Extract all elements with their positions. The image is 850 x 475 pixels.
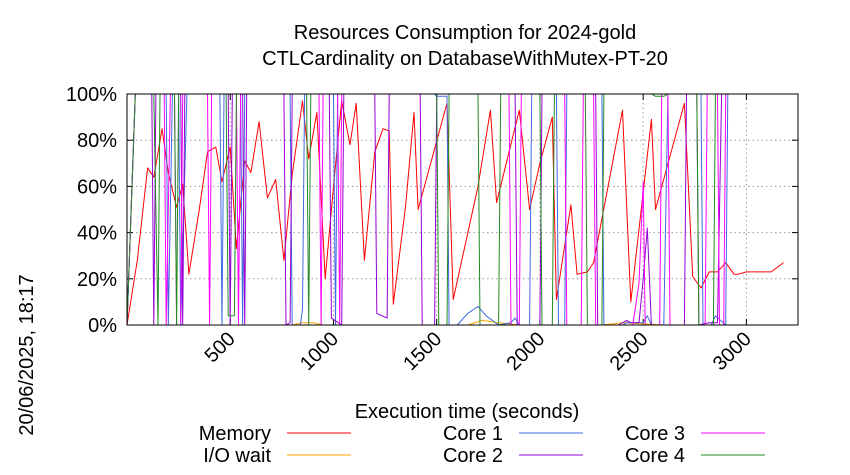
- chart-title: Resources Consumption for 2024-gold: [294, 22, 636, 44]
- y-tick-label: 60%: [77, 176, 117, 198]
- series-line-i-o-wait: [127, 319, 798, 326]
- series-line-memory: [126, 100, 784, 326]
- legend-label-core-1: Core 1: [443, 423, 503, 445]
- y-tick-label: 100%: [66, 84, 117, 106]
- y-tick-label: 20%: [77, 269, 117, 291]
- x-tick-label: 1500: [399, 328, 446, 375]
- x-tick-label: 3000: [709, 328, 756, 375]
- series-layer: [126, 93, 798, 326]
- legend-label-i-o-wait: I/O wait: [203, 445, 271, 467]
- legend-label-core-4: Core 4: [625, 445, 685, 467]
- y-axis: 0% 20% 40% 60% 80% 100%: [66, 84, 798, 337]
- y-tick-label: 80%: [77, 130, 117, 152]
- y-tick-label: 40%: [77, 223, 117, 245]
- plot-frame: [126, 93, 799, 326]
- y-tick-label: 0%: [88, 315, 117, 337]
- x-tick-label: 500: [201, 328, 240, 367]
- chart-subtitle: CTLCardinality on DatabaseWithMutex-PT-2…: [262, 48, 668, 70]
- x-tick-label: 1000: [296, 328, 343, 375]
- legend-label-memory: Memory: [199, 423, 271, 445]
- timestamp: 20/06/2025, 18:17: [16, 274, 38, 435]
- legend-label-core-3: Core 3: [625, 423, 685, 445]
- x-tick-label: 2000: [502, 328, 549, 375]
- x-axis-label: Execution time (seconds): [355, 401, 580, 423]
- series-line-core-4: [126, 93, 798, 326]
- series-line-core-1: [126, 93, 798, 326]
- x-tick-label: 2500: [606, 328, 653, 375]
- legend-label-core-2: Core 2: [443, 445, 503, 467]
